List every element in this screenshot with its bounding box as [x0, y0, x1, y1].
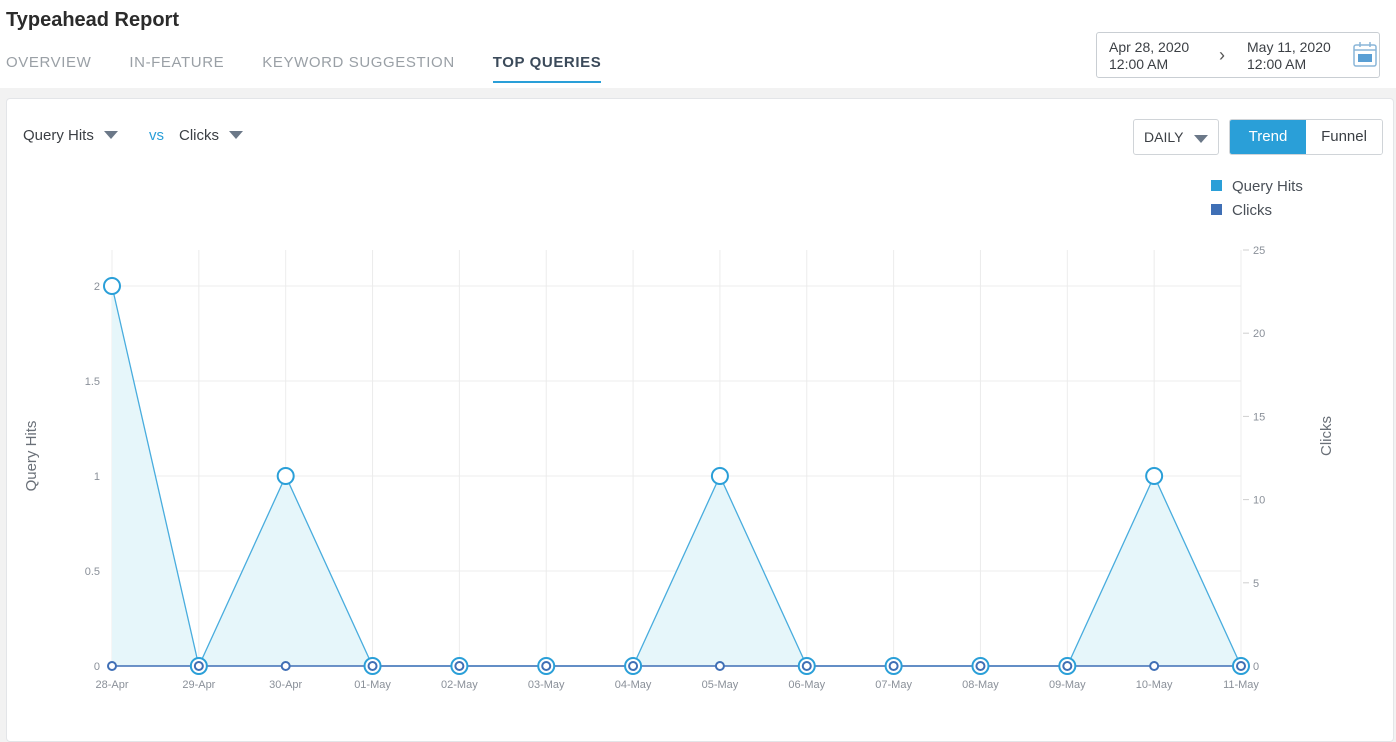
chart-legend: Query Hits Clicks	[1211, 175, 1303, 223]
y2-tick-label: 5	[1253, 578, 1259, 590]
chevron-right-icon: ›	[1219, 45, 1225, 65]
vs-label: vs	[149, 127, 164, 144]
y-tick-label: 1	[94, 471, 100, 483]
y2-tick-label: 0	[1253, 661, 1259, 673]
query-hits-area	[112, 286, 1241, 666]
x-tick-label: 10-May	[1136, 679, 1173, 691]
legend-item-clicks[interactable]: Clicks	[1211, 199, 1303, 223]
end-time: 12:00 AM	[1247, 56, 1307, 72]
query-hits-point	[103, 277, 121, 295]
trend-button[interactable]: Trend	[1230, 120, 1306, 154]
y2-tick-label: 20	[1253, 328, 1265, 340]
tab-overview[interactable]: OVERVIEW	[6, 54, 92, 71]
tab-keyword-suggestion[interactable]: KEYWORD SUGGESTION	[262, 54, 455, 71]
granularity-select[interactable]: DAILY	[1133, 119, 1219, 155]
metric-b-select[interactable]: Clicks	[179, 127, 243, 144]
x-tick-label: 28-Apr	[95, 679, 128, 691]
x-tick-label: 04-May	[615, 679, 652, 691]
clicks-point	[280, 661, 291, 671]
query-hits-point	[1145, 467, 1164, 485]
y2-tick-label: 10	[1253, 495, 1265, 507]
caret-down-icon	[229, 131, 243, 139]
y-tick-label: 0	[94, 661, 100, 673]
metric-a-label: Query Hits	[23, 127, 94, 144]
clicks-point	[975, 661, 986, 671]
x-tick-label: 03-May	[528, 679, 565, 691]
y2-tick-label: 15	[1253, 411, 1265, 423]
x-tick-label: 11-May	[1223, 679, 1259, 691]
x-tick-label: 06-May	[788, 679, 825, 691]
clicks-point	[628, 661, 639, 671]
x-tick-label: 07-May	[875, 679, 912, 691]
clicks-point	[107, 661, 117, 671]
metric-a-select[interactable]: Query Hits	[23, 127, 118, 144]
start-date: Apr 28, 2020	[1109, 39, 1190, 55]
clicks-point	[367, 661, 378, 671]
view-toggle: Trend Funnel	[1229, 119, 1383, 155]
y-tick-label: 2	[94, 281, 100, 293]
report-tabs: OVERVIEW IN-FEATURE KEYWORD SUGGESTION T…	[6, 54, 639, 83]
date-range-picker[interactable]: Apr 28, 2020 12:00 AM › May 11, 2020 12:…	[1096, 32, 1380, 78]
caret-down-icon	[103, 131, 118, 139]
clicks-point	[1062, 661, 1073, 671]
caret-down-icon	[1194, 135, 1208, 143]
legend-swatch-query-hits	[1211, 180, 1222, 191]
x-tick-label: 29-Apr	[182, 679, 215, 691]
y-tick-label: 1.5	[85, 376, 100, 388]
date-range-end: May 11, 2020 12:00 AM	[1247, 39, 1331, 73]
y-tick-label: 0.5	[85, 566, 100, 578]
calendar-icon[interactable]	[1353, 41, 1377, 67]
query-hits-point	[710, 467, 729, 485]
x-tick-label: 01-May	[354, 679, 391, 691]
x-tick-label: 09-May	[1049, 679, 1086, 691]
y-axis-title: Query Hits	[23, 421, 40, 492]
start-time: 12:00 AM	[1109, 56, 1169, 72]
legend-label-clicks: Clicks	[1232, 202, 1272, 219]
tab-in-feature[interactable]: IN-FEATURE	[129, 54, 225, 71]
y2-axis-title: Clicks	[1318, 416, 1335, 456]
x-tick-label: 08-May	[962, 679, 999, 691]
clicks-point	[714, 661, 725, 671]
x-tick-label: 30-Apr	[269, 679, 302, 691]
clicks-point	[1149, 661, 1160, 671]
metric-b-label: Clicks	[179, 127, 219, 144]
legend-swatch-clicks	[1211, 204, 1222, 215]
y2-tick-label: 25	[1253, 245, 1265, 257]
legend-label-query-hits: Query Hits	[1232, 178, 1303, 195]
query-hits-point	[276, 467, 295, 485]
clicks-point	[1236, 661, 1246, 671]
tab-top-queries[interactable]: TOP QUERIES	[492, 54, 602, 83]
granularity-label: DAILY	[1144, 129, 1184, 145]
report-header: Typeahead Report OVERVIEW IN-FEATURE KEY…	[0, 0, 1396, 88]
clicks-point	[801, 661, 812, 671]
clicks-point	[888, 661, 899, 671]
x-tick-label: 02-May	[441, 679, 478, 691]
end-date: May 11, 2020	[1247, 39, 1331, 55]
clicks-point	[454, 661, 465, 671]
page-title: Typeahead Report	[6, 9, 179, 31]
legend-item-query-hits[interactable]: Query Hits	[1211, 175, 1303, 199]
clicks-point	[193, 661, 204, 671]
x-tick-label: 05-May	[702, 679, 739, 691]
funnel-button[interactable]: Funnel	[1306, 120, 1382, 154]
clicks-point	[541, 661, 552, 671]
date-range-start: Apr 28, 2020 12:00 AM	[1109, 39, 1189, 73]
